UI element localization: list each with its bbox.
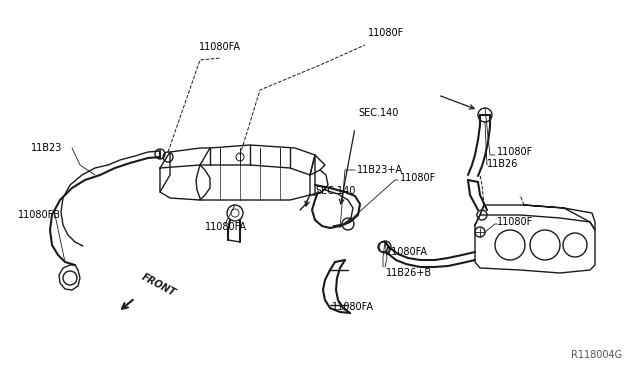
Text: SEC.140: SEC.140 — [315, 186, 355, 196]
Text: 11080F: 11080F — [497, 217, 533, 227]
Text: 11B26+B: 11B26+B — [386, 268, 432, 278]
Text: 11080FA: 11080FA — [332, 302, 374, 312]
Text: 11B26: 11B26 — [487, 159, 518, 169]
Text: 11080FA: 11080FA — [199, 42, 241, 52]
Text: 11080F: 11080F — [368, 28, 404, 38]
Text: 11B23: 11B23 — [31, 143, 62, 153]
Text: FRONT: FRONT — [140, 272, 177, 298]
Text: 11080FA: 11080FA — [205, 222, 247, 232]
Text: 11B23+A: 11B23+A — [357, 165, 403, 175]
Text: R118004G: R118004G — [571, 350, 622, 360]
Text: 11080F: 11080F — [400, 173, 436, 183]
Text: SEC.140: SEC.140 — [358, 108, 398, 118]
Text: 11080FA: 11080FA — [386, 247, 428, 257]
Text: 11080F: 11080F — [497, 147, 533, 157]
Text: 11080FB: 11080FB — [18, 210, 61, 220]
